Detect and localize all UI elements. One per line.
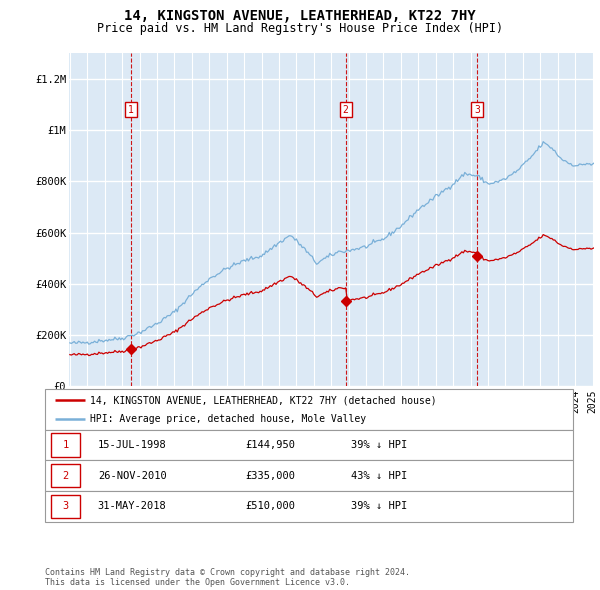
Text: 3: 3 bbox=[62, 502, 69, 511]
Bar bbox=[52, 464, 80, 487]
Bar bbox=[52, 494, 80, 518]
Text: 2: 2 bbox=[343, 104, 349, 114]
Text: HPI: Average price, detached house, Mole Valley: HPI: Average price, detached house, Mole… bbox=[90, 414, 366, 424]
Text: 43% ↓ HPI: 43% ↓ HPI bbox=[351, 471, 407, 480]
Text: 15-JUL-1998: 15-JUL-1998 bbox=[98, 440, 167, 450]
Text: £335,000: £335,000 bbox=[245, 471, 296, 480]
Text: Price paid vs. HM Land Registry's House Price Index (HPI): Price paid vs. HM Land Registry's House … bbox=[97, 22, 503, 35]
Text: £144,950: £144,950 bbox=[245, 440, 296, 450]
Text: Contains HM Land Registry data © Crown copyright and database right 2024.
This d: Contains HM Land Registry data © Crown c… bbox=[45, 568, 410, 587]
Text: 2: 2 bbox=[62, 471, 69, 480]
Text: 14, KINGSTON AVENUE, LEATHERHEAD, KT22 7HY: 14, KINGSTON AVENUE, LEATHERHEAD, KT22 7… bbox=[124, 9, 476, 23]
Text: 39% ↓ HPI: 39% ↓ HPI bbox=[351, 440, 407, 450]
Text: 1: 1 bbox=[128, 104, 134, 114]
Text: 31-MAY-2018: 31-MAY-2018 bbox=[98, 502, 167, 511]
Text: £510,000: £510,000 bbox=[245, 502, 296, 511]
Text: 3: 3 bbox=[474, 104, 480, 114]
Text: 39% ↓ HPI: 39% ↓ HPI bbox=[351, 502, 407, 511]
Text: 1: 1 bbox=[62, 440, 69, 450]
Text: 14, KINGSTON AVENUE, LEATHERHEAD, KT22 7HY (detached house): 14, KINGSTON AVENUE, LEATHERHEAD, KT22 7… bbox=[90, 395, 437, 405]
Text: 26-NOV-2010: 26-NOV-2010 bbox=[98, 471, 167, 480]
Bar bbox=[52, 433, 80, 457]
